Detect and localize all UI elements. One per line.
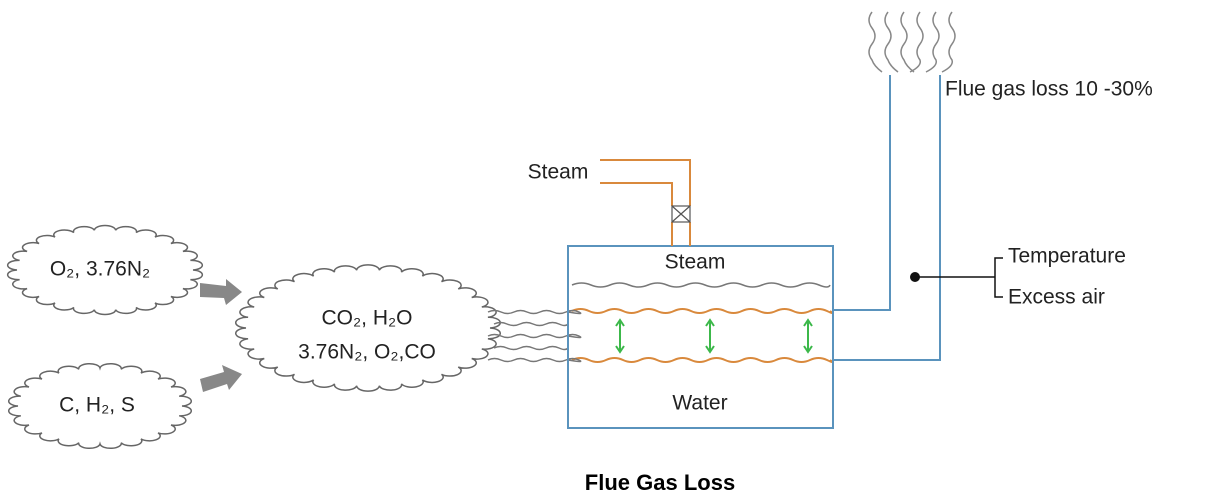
label: 3.76N₂, O₂,CO	[298, 341, 436, 364]
smoke	[884, 11, 899, 73]
steam-pipe	[600, 159, 691, 206]
wave	[487, 357, 582, 363]
label: C, H₂, S	[59, 394, 135, 417]
title: Flue Gas Loss	[585, 470, 735, 495]
steam-pipe	[600, 182, 673, 206]
wave	[487, 333, 582, 339]
wave	[571, 357, 834, 363]
label: Temperature	[1008, 245, 1126, 268]
smoke	[941, 11, 956, 73]
label: CO₂, H₂O	[322, 307, 413, 330]
circulation-arrow	[803, 318, 813, 354]
label: Steam	[665, 251, 726, 274]
smoke	[900, 11, 915, 73]
smoke	[925, 11, 940, 73]
label: O₂, 3.76N₂	[50, 258, 150, 281]
label: Flue gas loss 10 -30%	[945, 78, 1153, 101]
circulation-arrow	[705, 318, 715, 354]
smoke	[909, 11, 924, 73]
circulation-arrow	[615, 318, 625, 354]
label: Water	[672, 392, 727, 415]
label: Excess air	[1008, 286, 1105, 309]
cloud	[6, 224, 204, 316]
arrow	[200, 279, 242, 305]
wave	[571, 308, 834, 314]
wave	[493, 345, 569, 351]
wave	[487, 309, 582, 315]
valve	[671, 205, 691, 223]
flue-pipe	[833, 75, 891, 311]
boiler	[567, 245, 834, 429]
smoke	[868, 11, 883, 73]
arrow	[200, 365, 242, 392]
flue-pipe	[833, 75, 941, 361]
cloud	[235, 264, 501, 392]
cloud	[8, 362, 192, 450]
label: Steam	[528, 161, 589, 184]
shapes	[6, 11, 956, 450]
wave	[571, 282, 831, 288]
wave	[493, 321, 569, 327]
bracket	[915, 257, 1003, 298]
